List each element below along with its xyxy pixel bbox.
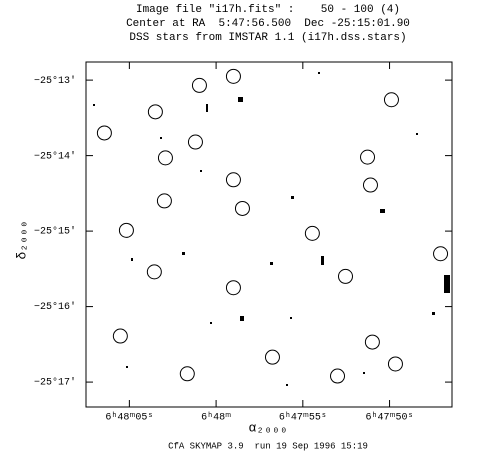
footer: CfA SKYMAP 3.9 run 19 Sep 1996 15:19 <box>168 441 368 451</box>
x-axis-label: α₂₀₀₀ <box>248 420 287 435</box>
star-marker <box>234 200 250 216</box>
star-marker <box>96 125 112 141</box>
y-tick-label: −25°16′ <box>34 301 76 313</box>
star-marker <box>337 268 353 284</box>
star-marker <box>330 368 346 384</box>
y-tick-label: −25°14′ <box>34 150 76 162</box>
star-marker <box>264 349 280 365</box>
plot-frame <box>85 61 453 408</box>
star-marker <box>147 104 163 120</box>
x-tick-label: 6ʰ48ᵐ <box>201 413 231 424</box>
star-marker <box>225 68 241 84</box>
star-marker <box>157 150 173 166</box>
chart-title: Image file "i17h.fits" : 50 - 100 (4) <box>136 4 400 16</box>
star-marker <box>225 172 241 188</box>
star-marker <box>433 246 449 262</box>
x-tick-label: 6ʰ47ᵐ50ˢ <box>366 413 414 424</box>
y-tick-label: −25°17′ <box>34 377 76 389</box>
star-marker <box>146 264 162 280</box>
x-tick-label: 6ʰ47ᵐ55ˢ <box>279 413 327 424</box>
star-marker <box>360 149 376 165</box>
star-marker <box>364 334 380 350</box>
star-marker <box>156 193 172 209</box>
y-tick-label: −25°13′ <box>34 75 76 87</box>
star-marker <box>225 280 241 296</box>
x-tick-label: 6ʰ48ᵐ05ˢ <box>105 413 153 424</box>
star-marker <box>179 366 195 382</box>
chart-caption: DSS stars from IMSTAR 1.1 (i17h.dss.star… <box>129 32 406 44</box>
star-marker <box>118 222 134 238</box>
star-marker <box>304 225 320 241</box>
star-marker <box>383 92 399 108</box>
star-marker <box>362 177 378 193</box>
star-marker <box>387 356 403 372</box>
field-stars <box>93 72 450 386</box>
y-axis-label: δ₂₀₀₀ <box>14 220 29 259</box>
star-marker <box>112 328 128 344</box>
star-marker <box>191 77 207 93</box>
chart-subtitle: Center at RA 5:47:56.500 Dec -25:15:01.9… <box>126 18 410 30</box>
y-tick-label: −25°15′ <box>34 226 76 238</box>
star-marker <box>187 134 203 150</box>
